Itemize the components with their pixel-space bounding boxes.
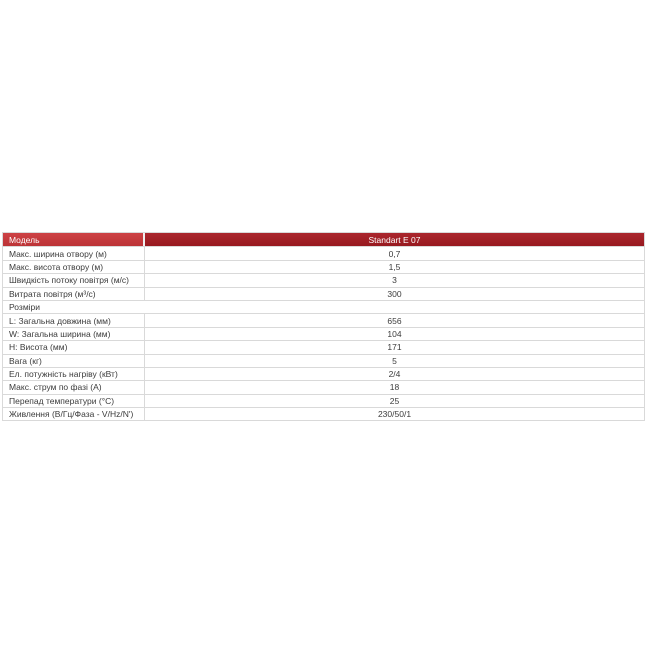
row-label: Макс. ширина отвору (м) [3,247,145,260]
table-row: Швидкість потоку повітря (м/с) 3 [3,273,644,287]
row-label: Швидкість потоку повітря (м/с) [3,274,145,287]
table-row: Макс. струм по фазі (А) 18 [3,380,644,394]
row-value: 230/50/1 [377,409,412,420]
row-value: 2/4 [388,369,401,380]
row-label: W: Загальна ширина (мм) [3,327,145,341]
row-label: H: Висота (мм) [3,341,145,354]
row-value: 0,7 [388,248,401,259]
row-label: Ел. потужність нагріву (кВт) [3,367,145,381]
table-row: Макс. ширина отвору (м) 0,7 [3,246,644,260]
row-value: 656 [387,315,402,326]
table-row: Живлення (В/Гц/Фаза - V/Hz/N') 230/50/1 [3,407,644,421]
row-label: Живлення (В/Гц/Фаза - V/Hz/N') [3,408,145,421]
row-value: 25 [389,395,400,406]
table-row: Витрата повітря (м³/с) 300 [3,286,644,300]
row-label: Макс. струм по фазі (А) [3,381,145,394]
row-label: L: Загальна довжина (мм) [3,314,145,327]
table-row: L: Загальна довжина (мм) 656 [3,313,644,327]
table-header-row: Модель Standart E 07 [3,233,644,247]
row-value: 5 [392,355,397,366]
row-value: 171 [387,342,402,353]
spec-table: Модель Standart E 07 Макс. ширина отвору… [2,232,645,422]
row-value: 1,5 [388,261,401,272]
table-row: Вага (кг) 5 [3,353,644,367]
row-label: Витрата повітря (м³/с) [3,287,145,300]
row-label: Перепад температури (°С) [3,394,145,408]
spec-table-body: Макс. ширина отвору (м) 0,7 Макс. висота о… [3,246,644,421]
table-row: Перепад температури (°С) 25 [3,393,644,408]
row-label: Розміри [9,302,41,313]
row-value: 300 [387,288,402,299]
row-label: Вага (кг) [3,354,145,367]
section-row: Розміри [3,299,644,314]
row-value: 3 [392,275,397,286]
row-label: Макс. висота отвору (м) [3,260,145,274]
model-header-label: Модель [3,233,145,247]
table-row: W: Загальна ширина (мм) 104 [3,326,644,341]
row-value: 104 [387,328,402,339]
table-row: H: Висота (мм) 171 [3,340,644,354]
table-row: Макс. висота отвору (м) 1,5 [3,259,644,274]
table-row: Ел. потужність нагріву (кВт) 2/4 [3,366,644,381]
model-header-value: Standart E 07 [145,233,644,247]
row-value: 18 [389,382,400,393]
